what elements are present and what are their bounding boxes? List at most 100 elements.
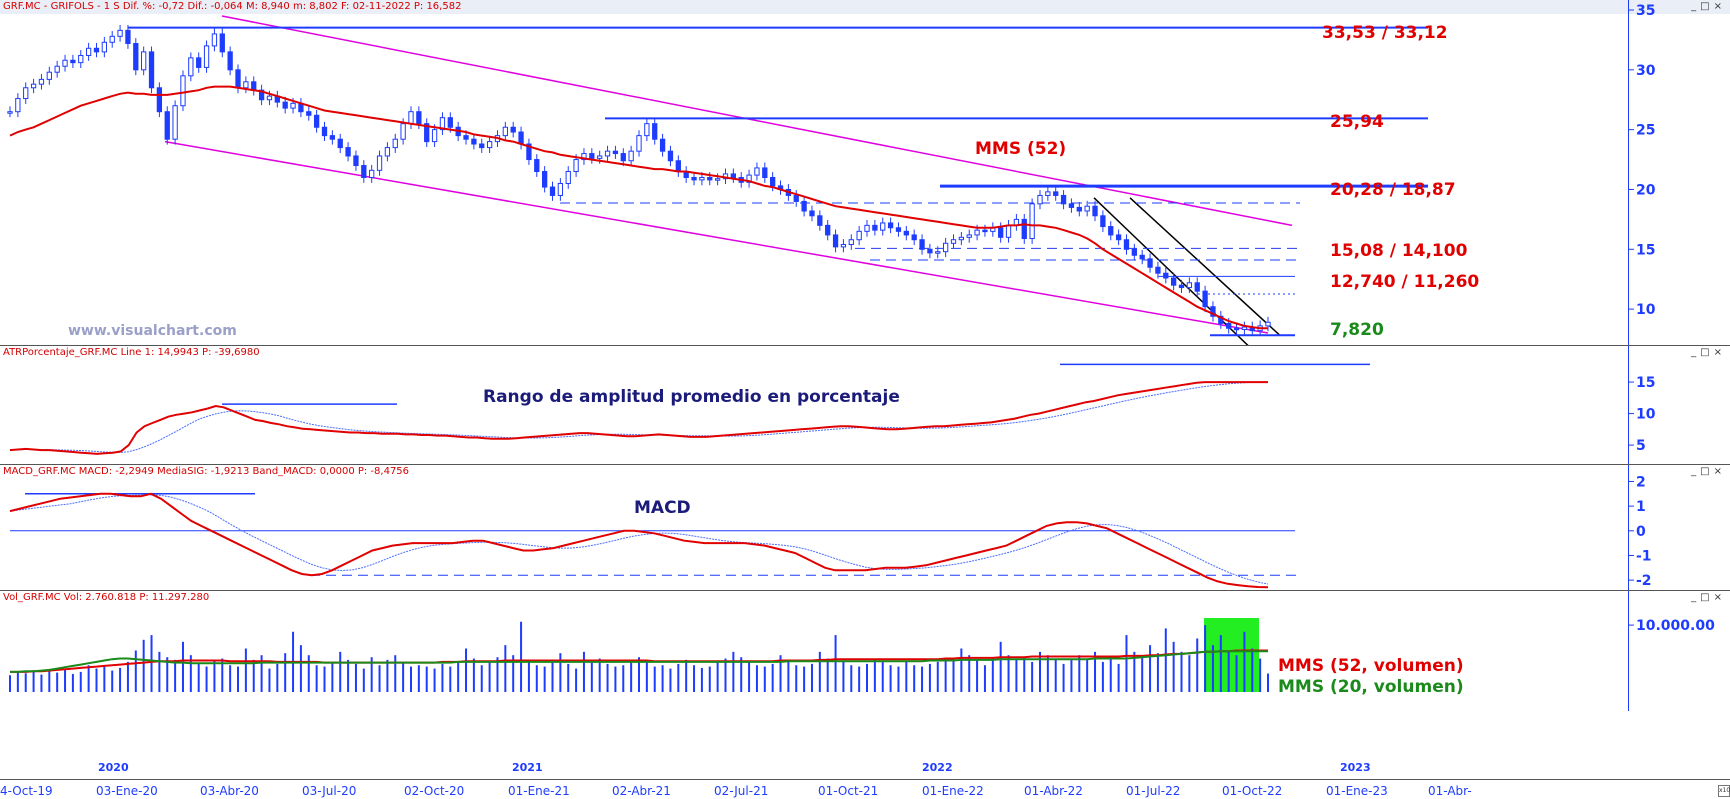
candle-body bbox=[998, 227, 1004, 238]
candle-body bbox=[644, 123, 650, 137]
level-label: 25,94 bbox=[1330, 112, 1384, 132]
candle-body bbox=[117, 29, 123, 37]
downtrend-line-lower bbox=[1093, 197, 1249, 345]
candle-body bbox=[573, 159, 579, 173]
price-y-tick-label: 10 bbox=[1636, 302, 1656, 318]
candle-body bbox=[148, 51, 155, 89]
candle-body bbox=[353, 155, 359, 167]
x-axis-label: 01-Jul-22 bbox=[1126, 784, 1181, 798]
candle-body bbox=[832, 234, 839, 248]
candle-body bbox=[597, 155, 603, 159]
candle-body bbox=[1108, 226, 1114, 236]
price-panel[interactable]: GRF.MC - GRIFOLS - 1 S Dif. %: -0,72 Dif… bbox=[0, 0, 1730, 345]
price-panel-header: GRF.MC - GRIFOLS - 1 S Dif. %: -0,72 Dif… bbox=[0, 0, 1730, 14]
x-axis-label: 01-Abr-22 bbox=[1024, 784, 1083, 798]
candle-body bbox=[620, 153, 626, 162]
candle-body bbox=[109, 35, 115, 43]
volume-axis bbox=[1628, 591, 1629, 711]
macd-panel[interactable]: MACD_GRF.MC MACD: -2,2949 MediaSIG: -1,9… bbox=[0, 465, 1730, 590]
candle-body bbox=[1218, 315, 1224, 324]
candle-body bbox=[1029, 203, 1035, 240]
candle-body bbox=[872, 224, 878, 231]
ma52-line bbox=[9, 85, 1268, 330]
candle-body bbox=[817, 215, 823, 226]
candle-body bbox=[974, 229, 980, 236]
mms52-vol-label: MMS (52, volumen) bbox=[1278, 656, 1464, 676]
candle-body bbox=[7, 111, 13, 114]
x-axis-label: 02-Abr-21 bbox=[612, 784, 671, 798]
volume-chart[interactable]: MMS (52, volumen) MMS (20, volumen) 10.0… bbox=[0, 591, 1730, 711]
candle-body bbox=[911, 234, 917, 241]
atr-chart[interactable]: Rango de amplitud promedio en porcentaje… bbox=[0, 346, 1730, 464]
candle-body bbox=[227, 51, 233, 71]
x-axis-label: 03-Abr-20 bbox=[200, 784, 259, 798]
candle-body bbox=[502, 126, 508, 137]
candle-body bbox=[864, 224, 870, 232]
price-y-tick-label: 35 bbox=[1636, 3, 1655, 19]
zoom-icon[interactable]: x10 bbox=[1718, 785, 1730, 797]
x-axis-line bbox=[0, 779, 1730, 780]
candle-body bbox=[125, 29, 131, 44]
candle-body bbox=[1123, 239, 1130, 250]
level-label: 7,820 bbox=[1330, 320, 1384, 340]
window-controls[interactable]: _□× bbox=[1691, 1, 1726, 12]
window-controls[interactable]: _□× bbox=[1691, 466, 1726, 477]
macd-line bbox=[9, 492, 1269, 589]
price-y-tick-label: 15 bbox=[1636, 242, 1655, 258]
volume-panel[interactable]: Vol_GRF.MC Vol: 2.760.818 P: 11.297.280 … bbox=[0, 591, 1730, 711]
macd-header-text: MACD_GRF.MC MACD: -2,2949 MediaSIG: -1,9… bbox=[3, 466, 410, 477]
candle-body bbox=[376, 155, 383, 171]
candle-body bbox=[1202, 290, 1208, 308]
candle-body bbox=[1233, 327, 1240, 331]
candle-body bbox=[557, 182, 564, 196]
candle-body bbox=[321, 126, 328, 137]
macd-title: MACD bbox=[634, 498, 691, 518]
macd-y-tick-label: -1 bbox=[1636, 548, 1652, 564]
candle-body bbox=[290, 102, 296, 109]
candle-body bbox=[431, 129, 438, 143]
year-label: 2020 bbox=[98, 761, 129, 774]
price-y-tick-label: 20 bbox=[1636, 182, 1656, 198]
candle-body bbox=[1005, 224, 1012, 238]
candle-body bbox=[581, 153, 587, 161]
candle-body bbox=[345, 147, 351, 157]
candle-body bbox=[54, 65, 60, 73]
candle-body bbox=[235, 69, 241, 89]
macd-chart[interactable]: MACD -2 -1 0 1 2 bbox=[0, 465, 1730, 590]
candle-body bbox=[526, 143, 532, 161]
candle-body bbox=[966, 234, 972, 238]
candle-body bbox=[518, 131, 524, 145]
year-label: 2022 bbox=[922, 761, 953, 774]
macd-signal-line bbox=[9, 494, 1269, 585]
candle-body bbox=[589, 153, 595, 159]
candle-body bbox=[730, 173, 736, 179]
mms52-annotation: MMS (52) bbox=[975, 139, 1066, 159]
candle-body bbox=[1115, 234, 1122, 241]
vol-y-tick-label: 10.000.00 bbox=[1636, 618, 1715, 634]
candle-body bbox=[927, 248, 933, 254]
window-controls[interactable]: _□× bbox=[1691, 347, 1726, 358]
level-label: 15,08 / 14,100 bbox=[1330, 241, 1468, 261]
candle-body bbox=[188, 57, 194, 77]
candle-body bbox=[958, 236, 965, 241]
x-axis-label: 02-Jul-21 bbox=[714, 784, 769, 798]
x-axis-label: 01-Abr- bbox=[1428, 784, 1472, 798]
candle-body bbox=[23, 87, 29, 100]
candle-body bbox=[667, 150, 674, 162]
price-chart[interactable]: www.visualchart.com MMS (52) 10 15 20 25 30 3… bbox=[0, 0, 1730, 345]
candle-body bbox=[612, 150, 619, 155]
candle-body bbox=[1021, 218, 1027, 240]
candle-body bbox=[384, 147, 391, 157]
candle-body bbox=[903, 230, 909, 236]
atr-panel[interactable]: ATRPorcentaje_GRF.MC Line 1: 14,9943 P: … bbox=[0, 346, 1730, 464]
window-controls[interactable]: _□× bbox=[1691, 592, 1726, 603]
candle-body bbox=[416, 111, 422, 125]
vol-ma20-line bbox=[10, 650, 1268, 673]
candle-body bbox=[636, 135, 642, 152]
candle-body bbox=[809, 210, 815, 217]
candle-body bbox=[62, 59, 68, 67]
candle-body bbox=[243, 81, 249, 89]
candle-body bbox=[141, 51, 147, 71]
x-axis-label: 03-Ene-20 bbox=[96, 784, 158, 798]
candle-body bbox=[856, 230, 862, 241]
